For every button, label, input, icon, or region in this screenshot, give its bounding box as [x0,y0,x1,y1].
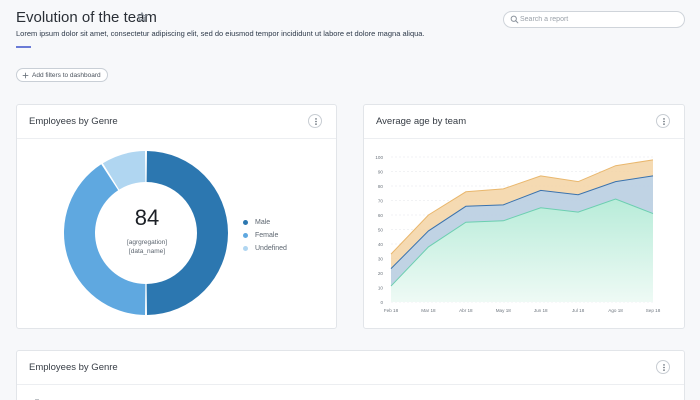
legend-label: Male [255,219,271,226]
add-filters-label: Add filters to dashboard [32,71,101,79]
page-title: Evolution of the team [16,9,157,26]
y-tick-label: 20 [378,271,384,276]
line-series-b [390,175,654,270]
y-tick-label: 60 [378,213,384,218]
card-title: Employees by Genre [29,116,118,127]
card-title: Average age by team [376,116,467,127]
y-tick-label: 0 [380,300,383,305]
area-chart-card: Average age by team 0 10 20 30 40 50 60 70 80 90 1… [363,104,685,329]
more-vertical-icon [314,118,317,125]
donut-aggregation-label: [agrgregation] [126,239,168,246]
y-tick-label: 80 [378,184,384,189]
legend-swatch [243,233,248,238]
legend-swatch [243,246,248,251]
add-filters-button[interactable]: Add filters to dashboard [16,68,108,82]
plus-icon [22,72,29,78]
card-menu-button[interactable] [656,114,670,128]
donut-card: Employees by Genre 84 [agrgregation] [da… [16,104,337,329]
legend-label: Undefined [255,245,287,252]
area-series-a [391,199,653,302]
legend-label: Female [255,232,279,239]
card-menu-button[interactable] [656,360,670,374]
search-box[interactable] [503,11,685,28]
area-chart: 0 10 20 30 40 50 60 70 80 90 100 Feb 18 Mar 18 Abr 18… [375,155,661,313]
legend-swatch [243,220,248,225]
donut-legend: Male Female Undefined [243,216,287,255]
legend-item: Female [243,229,287,242]
card-header: Employees by Genre [17,105,336,139]
x-tick-label: May 18 [496,308,512,313]
donut-slice-female[interactable] [64,164,146,315]
legend-item: Male [243,216,287,229]
y-tick-label: 10 [378,286,384,291]
donut-data-name-label: [data_name] [128,248,166,255]
x-tick-label: Ago 18 [608,308,623,313]
title-underline [16,46,31,48]
y-tick-label: 90 [378,170,384,175]
star-icon[interactable] [136,11,148,23]
x-tick-label: Feb 18 [384,308,399,313]
donut-slice-undefined[interactable] [102,151,146,190]
donut-slice-male[interactable] [146,151,229,315]
search-icon [510,15,519,24]
card-title: Employees by Genre [29,362,118,373]
x-tick-label: Abr 18 [459,308,473,313]
more-vertical-icon [662,364,665,371]
card-menu-button[interactable] [308,114,322,128]
page-subtitle: Lorem ipsum dolor sit amet, consectetur … [16,29,425,38]
y-tick-label: 30 [378,257,384,262]
line-series-a [390,198,654,287]
y-tick-label: 40 [378,242,384,247]
donut-center-value: 84 [134,205,160,230]
search-input[interactable] [520,13,680,26]
y-tick-label: 100 [375,155,383,160]
donut-chart [64,151,229,315]
x-tick-label: Sep 18 [646,308,661,313]
legend-item: Undefined [243,242,287,255]
y-tick-label: 50 [378,228,384,233]
card-header: Average age by team [364,105,684,139]
card-header: Employees by Genre [17,351,684,385]
line-series-c [390,159,654,255]
more-vertical-icon [662,118,665,125]
y-tick-label: 70 [378,199,384,204]
x-tick-label: Jul 18 [572,308,585,313]
x-tick-label: Mar 18 [421,308,436,313]
bottom-card: Employees by Genre [16,350,685,400]
x-tick-label: Jun 18 [534,308,548,313]
